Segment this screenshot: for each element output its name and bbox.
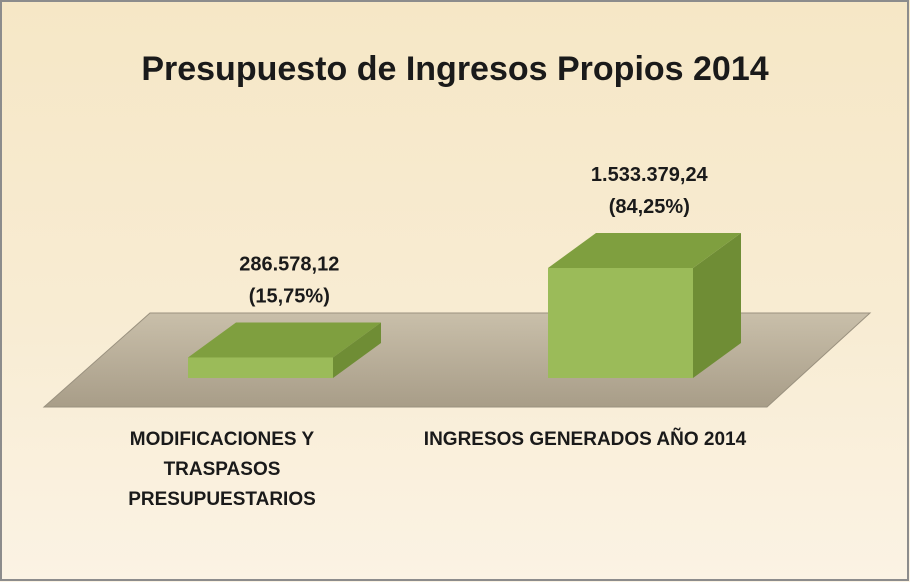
value-label: 1.533.379,24 (591, 164, 709, 186)
bar-side (333, 322, 381, 378)
bar (188, 357, 333, 378)
percentage-label: (15,75%) (249, 285, 330, 307)
chart-title: Presupuesto de Ingresos Propios 2014 (141, 50, 768, 88)
floor (42, 312, 872, 408)
category-label: MODIFICACIONES Y TRASPASOS PRESUPUESTARI… (128, 429, 316, 510)
bar (548, 268, 693, 378)
bar-top (548, 233, 741, 268)
percentage-label: (84,25%) (609, 196, 690, 218)
bar-top (188, 322, 381, 358)
value-label: 286.578,12 (239, 253, 339, 275)
category-label: INGRESOS GENERADOS AÑO 2014 (423, 429, 747, 450)
bar-side (693, 233, 741, 378)
